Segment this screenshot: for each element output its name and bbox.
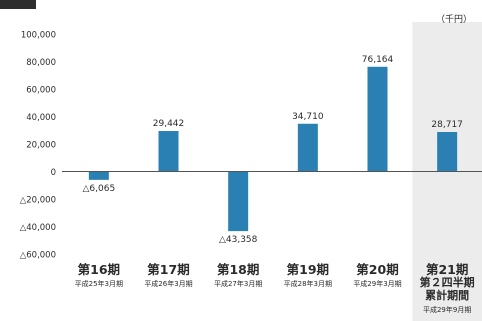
x-category-label: 第19期 [287,262,329,277]
y-tick-label: △60,000 [20,251,56,261]
y-tick-label: 20,000 [26,141,56,151]
x-category-sublabel: 累計期間 [425,288,469,302]
x-category-sublabel: 平成27年3月期 [214,279,262,288]
x-category-label: 第17期 [147,262,189,277]
x-category-label: 第20期 [356,262,398,277]
y-tick-label: 100,000 [21,31,56,41]
y-tick-label: 0 [51,168,56,178]
value-label: 29,442 [153,119,185,129]
x-category-sublabel: 平成29年9月期 [423,305,471,314]
y-tick-label: 80,000 [26,58,56,68]
x-category-sublabel: 第２四半期 [420,275,475,289]
y-tick-label: 60,000 [26,86,56,96]
x-category-sublabel: 平成25年3月期 [75,279,123,288]
value-label: △6,065 [82,184,115,194]
bar [158,131,179,172]
value-label: 34,710 [292,112,324,122]
x-category-sublabel: 平成29年3月期 [353,279,401,288]
bar [437,132,458,172]
header-block [0,0,36,9]
bar [297,123,318,172]
x-category-label: 第21期 [426,262,468,277]
value-label: 76,164 [362,55,394,65]
value-label: 28,717 [431,120,463,130]
value-labels: △6,065 29,442 △43,358 34,710 76,164 28,717 [82,55,462,245]
value-label: △43,358 [219,235,258,245]
bar [367,66,388,172]
y-axis: 100,000 80,000 60,000 40,000 20,000 0 △20,000 △… [20,31,56,261]
unit-label: （千円） [436,14,472,25]
bar [228,171,249,232]
bars [88,66,458,232]
y-tick-label: △40,000 [20,223,56,233]
x-category-label: 第16期 [78,262,120,277]
y-tick-label: 40,000 [26,113,56,123]
y-tick-label: △20,000 [20,196,56,206]
x-category-sublabel: 平成26年3月期 [144,279,192,288]
x-category-sublabel: 平成28年3月期 [284,279,332,288]
x-category-label: 第18期 [217,262,259,277]
bar [88,171,109,180]
